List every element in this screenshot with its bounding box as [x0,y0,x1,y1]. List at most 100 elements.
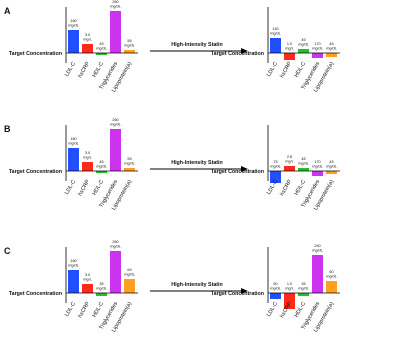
value-unit: mg/dL [270,165,281,169]
bar [284,53,295,60]
category-label: LDL-C [64,179,77,196]
bar [326,53,337,57]
value-unit: mg/dL [68,142,79,146]
bar [284,293,295,309]
bar [326,171,337,174]
category-label: LDL-C [64,61,77,78]
arrow-head [241,166,248,172]
value-label: 45 [301,157,305,161]
value-label: 55 [127,39,131,43]
category-label: LDL-C [266,179,279,196]
bar [82,284,93,293]
value-label: 55 [127,157,131,161]
bar [326,281,337,293]
value-unit: mg/dL [312,249,323,253]
category-label: LDL-C [64,301,77,318]
category-label: HDL-C [294,61,308,79]
value-label: 170 [314,42,320,46]
value-unit: mg/dL [96,165,107,169]
category-label: hsCRP [279,61,293,79]
value-label: 160 [70,19,76,23]
category-label: HDL-C [92,179,106,197]
value-label: 45 [329,42,333,46]
value-label: 3.0 [85,33,90,37]
panel-label: C [4,246,11,256]
bar [96,53,107,55]
value-unit: mg/dL [124,162,135,166]
value-unit: mg/dL [110,245,121,249]
value-unit: mg/dL [312,47,323,51]
value-unit: mg/L [83,38,91,42]
value-label: 60 [329,270,333,274]
category-label: hsCRP [77,179,91,197]
value-unit: mg/dL [124,273,135,277]
value-label: 2.8 [287,155,292,159]
value-label: 75 [273,160,277,164]
value-label: 260 [112,118,118,122]
arrow-head [241,48,248,54]
bar [298,168,309,171]
bar [312,53,323,58]
value-unit: mg/dL [270,32,281,36]
bar [96,171,107,173]
value-unit: mg/L [285,160,293,164]
target-label: Target Concentration [211,291,264,297]
bar [270,38,281,53]
value-label: 240 [314,244,320,248]
category-label: hsCRP [279,301,293,319]
value-unit: mg/L [83,278,91,282]
arrow-head [241,288,248,294]
value-unit: mg/dL [110,123,121,127]
value-unit: mg/dL [110,5,121,9]
arrow-label: High-Intensity Statin [171,42,223,48]
value-label: 3.0 [85,273,90,277]
panel-label: B [4,124,11,134]
target-label: Target Concentration [211,51,264,57]
target-label: Target Concentration [9,291,62,297]
value-unit: mg/L [285,287,293,291]
bar [284,166,295,171]
bar [110,11,121,53]
value-unit: mg/dL [298,287,309,291]
bar [298,49,309,53]
bar [270,293,281,299]
bar [270,171,281,183]
value-label: 35 [301,282,305,286]
value-label: 160 [70,137,76,141]
value-unit: mg/dL [124,44,135,48]
value-label: 3.0 [85,151,90,155]
value-unit: mg/dL [326,47,337,51]
value-label: 45 [99,42,103,46]
category-label: LDL-C [266,301,279,318]
category-label: HDL-C [92,61,106,79]
value-unit: mg/dL [298,162,309,166]
category-label: hsCRP [77,61,91,79]
value-label: 160 [70,259,76,263]
target-label: Target Concentration [9,51,62,57]
value-label: 45 [99,160,103,164]
bar [124,50,135,53]
value-unit: mg/L [285,47,293,51]
value-unit: mg/dL [326,275,337,279]
bar [68,30,79,53]
bar [124,279,135,293]
bar [68,148,79,171]
panel-label: A [4,6,11,16]
bar [124,168,135,171]
target-label: Target Concentration [9,169,62,175]
bar [82,162,93,171]
value-unit: mg/dL [312,165,323,169]
bar [110,251,121,293]
value-unit: mg/dL [270,287,281,291]
value-unit: mg/dL [68,264,79,268]
value-label: 260 [112,240,118,244]
category-label: HDL-C [294,179,308,197]
value-label: 170 [314,160,320,164]
bar [312,255,323,293]
category-label: HDL-C [294,301,308,319]
arrow-label: High-Intensity Statin [171,160,223,166]
bar [82,44,93,53]
value-unit: mg/dL [298,43,309,47]
value-label: 45 [301,38,305,42]
